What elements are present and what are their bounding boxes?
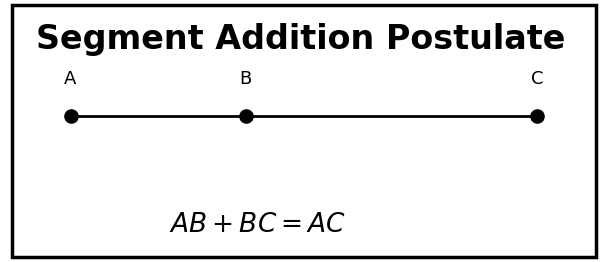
Text: C: C bbox=[531, 70, 544, 88]
Text: B: B bbox=[240, 70, 252, 88]
Point bbox=[241, 114, 250, 118]
Text: Segment Addition Postulate: Segment Addition Postulate bbox=[35, 23, 565, 56]
Text: $AB + BC = AC$: $AB + BC = AC$ bbox=[168, 212, 346, 237]
Text: A: A bbox=[64, 70, 77, 88]
Point bbox=[66, 114, 75, 118]
Point bbox=[533, 114, 542, 118]
